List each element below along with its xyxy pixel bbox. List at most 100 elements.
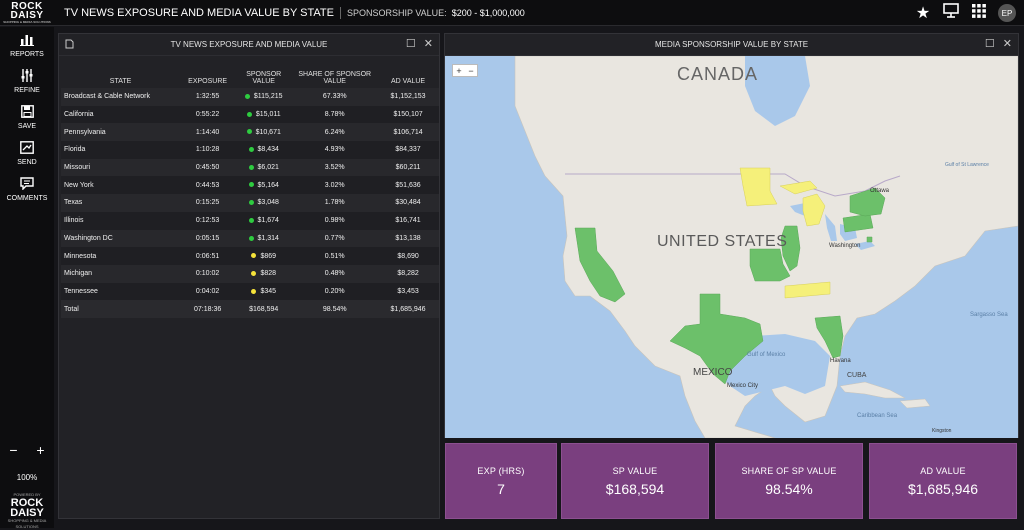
status-dot: [248, 182, 254, 188]
status-dot: [244, 94, 250, 99]
powered-by-logo: POWERED BY ROCK DAISY SHOPPING & MEDIA S…: [0, 492, 54, 530]
table-row[interactable]: Illinois 0:12:53 $1,674 0.98% $16,741: [61, 211, 439, 230]
map-label-sargasso: Sargasso Sea: [970, 312, 1008, 318]
zoom-in-button[interactable]: +: [36, 442, 45, 458]
map-panel-header: MEDIA SPONSORSHIP VALUE BY STATE ☐ ✕: [445, 34, 1018, 56]
presentation-icon[interactable]: [942, 3, 960, 23]
cell-exposure: 0:06:51: [180, 247, 236, 265]
kpi-sp-value: SP VALUE $168,594: [561, 443, 709, 519]
state-map[interactable]: + − CANADA UNITED STATES MEXICO CUBA Gul…: [445, 56, 1018, 438]
state-california: [574, 227, 626, 303]
state-pennsylvania: [842, 213, 874, 233]
sidebar-item-label: REPORTS: [10, 50, 44, 58]
table-header-row: STATE EXPOSURE SPONSOR VALUE SHARE OF SP…: [61, 64, 439, 88]
cell-ad-value: $51,636: [377, 176, 439, 195]
state-illinois: [780, 225, 801, 272]
avatar[interactable]: EP: [998, 4, 1016, 22]
col-header-sponsor-value[interactable]: SPONSOR VALUE: [246, 71, 282, 85]
map-label-gulf: Gulf of Mexico: [747, 352, 786, 358]
sponsor-value-text: $5,164: [257, 181, 279, 189]
table-row[interactable]: Michigan 0:10:02 $828 0.48% $8,282: [61, 264, 439, 283]
export-icon[interactable]: [65, 39, 74, 52]
sidebar-item-label: SEND: [17, 158, 37, 166]
map-panel-title: MEDIA SPONSORSHIP VALUE BY STATE: [654, 40, 809, 49]
map-label-havana: Havana: [830, 358, 851, 364]
col-header-ad-value[interactable]: AD VALUE: [391, 78, 426, 85]
cell-exposure: 0:05:15: [180, 229, 236, 248]
col-header-share[interactable]: SHARE OF SPONSOR VALUE: [298, 71, 372, 85]
map-label-ottawa: Ottawa: [870, 188, 890, 194]
zoom-out-button[interactable]: −: [9, 442, 18, 458]
map-zoom-out-button[interactable]: −: [468, 65, 474, 76]
status-dot: [246, 111, 252, 117]
cell-state: California: [61, 105, 181, 124]
maximize-icon[interactable]: ☐: [405, 38, 416, 50]
cell-sponsor-value: $3,048: [235, 194, 293, 212]
brand-logo[interactable]: ROCK DAISY SHOPPING & MEDIA SOLUTIONS: [0, 0, 54, 26]
table-row[interactable]: California 0:55:22 $15,011 8.78% $150,107: [61, 105, 439, 124]
cell-share: 0.51%: [292, 247, 378, 265]
sponsor-value-text: $1,314: [257, 234, 279, 242]
cell-ad-value: $8,282: [377, 264, 439, 283]
col-header-exposure[interactable]: EXPOSURE: [188, 78, 228, 85]
north-america-land: [514, 56, 1018, 438]
sidebar-item-save[interactable]: SAVE: [0, 99, 54, 135]
sidebar-item-comments[interactable]: COMMENTS: [0, 171, 54, 207]
status-dot: [248, 217, 254, 223]
kpi-exposure-hours: EXP (HRS) 7: [445, 443, 557, 519]
table-row[interactable]: Tennessee 0:04:02 $345 0.20% $3,453: [61, 282, 439, 301]
table-row[interactable]: Florida 1:10:28 $8,434 4.93% $84,337: [61, 141, 439, 159]
cell-share: 8.78%: [292, 105, 378, 124]
star-icon[interactable]: ★: [915, 5, 931, 22]
table-row[interactable]: Washington DC 0:05:15 $1,314 0.77% $13,138: [61, 229, 439, 248]
filter-label: SPONSORSHIP VALUE:: [346, 7, 447, 18]
apps-grid-icon[interactable]: [970, 3, 988, 23]
cell-sponsor-value: $15,011: [235, 105, 293, 124]
powered-line-2: DAISY: [10, 507, 44, 519]
maximize-icon[interactable]: ☐: [984, 38, 995, 50]
table-row[interactable]: Missouri 0:45:50 $6,021 3.52% $60,211: [61, 158, 439, 177]
powered-by-text: POWERED BY: [13, 492, 41, 497]
map-zoom-in-button[interactable]: +: [456, 65, 462, 76]
sidebar-item-reports[interactable]: REPORTS: [0, 27, 54, 63]
sidebar-item-send[interactable]: SEND: [0, 135, 54, 171]
sidebar-item-label: REFINE: [14, 86, 40, 94]
cell-ad-value: $60,211: [377, 158, 439, 177]
cell-ad-value: $150,107: [377, 105, 439, 124]
map-label-kingston: Kingston: [932, 428, 952, 434]
map-label-caribbean: Caribbean Sea: [857, 413, 898, 419]
col-header-state[interactable]: STATE: [109, 78, 132, 85]
cell-exposure: 0:55:22: [180, 105, 236, 124]
panel-window-controls: ☐ ✕: [406, 37, 433, 50]
send-icon: [20, 140, 34, 157]
powered-tagline: SHOPPING & MEDIA SOLUTIONS: [7, 518, 47, 529]
status-dot: [248, 200, 254, 206]
table-row[interactable]: Pennsylvania 1:14:40 $10,671 6.24% $106,714: [61, 123, 439, 142]
cell-share: 3.52%: [292, 158, 378, 177]
cuba-land: [839, 381, 906, 399]
cell-share: 3.02%: [292, 176, 378, 195]
table-row[interactable]: Texas 0:15:25 $3,048 1.78% $30,484: [61, 194, 439, 212]
map-label-united-states: UNITED STATES: [657, 233, 788, 250]
state-tennessee: [784, 281, 831, 299]
table-row[interactable]: New York 0:44:53 $5,164 3.02% $51,636: [61, 176, 439, 195]
cell-sponsor-value: $1,674: [235, 211, 293, 230]
cell-share: 6.24%: [292, 123, 378, 142]
close-icon[interactable]: ✕: [423, 38, 433, 50]
cell-state: Total: [61, 300, 181, 318]
cell-ad-value: $3,453: [377, 282, 439, 301]
cell-share: 0.77%: [292, 229, 378, 248]
table-row[interactable]: Broadcast & Cable Network 1:32:55 $115,215…: [61, 88, 439, 106]
close-icon[interactable]: ✕: [1002, 38, 1012, 50]
cell-ad-value: $106,714: [377, 123, 439, 142]
table-total-row: Total 07:18:36 $168,594 98.54% $1,685,946: [61, 300, 439, 318]
powered-line-1: ROCK: [10, 497, 44, 509]
map-label-gulf-st-lawrence: Gulf of St Lawrence: [945, 162, 989, 168]
cell-ad-value: $8,690: [377, 247, 439, 265]
table-row[interactable]: Minnesota 0:06:51 $869 0.51% $8,690: [61, 247, 439, 265]
state-minnesota: [739, 167, 778, 207]
map-label-canada: CANADA: [677, 64, 759, 84]
hispaniola-land: [899, 398, 931, 409]
sidebar-item-refine[interactable]: REFINE: [0, 63, 54, 99]
sidebar-item-label: COMMENTS: [6, 194, 48, 202]
